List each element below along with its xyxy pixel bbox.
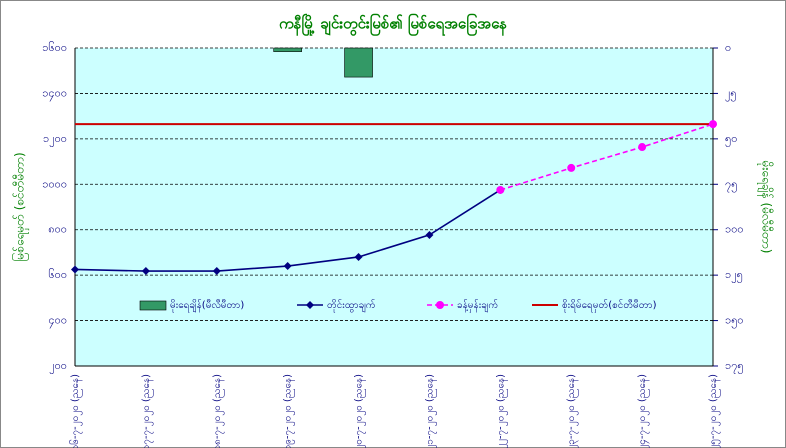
legend-label: စိုးရိမ်ရေမှတ်(စင်တီမီတာ) (562, 298, 657, 313)
x-tick-label: ၂၂-၇-၂၀၂၀ (ညနေ) (495, 374, 508, 448)
y-axis-title: မြစ်ရေမှတ် (စင်တီမီတာ) (11, 152, 30, 261)
y2-tick-label: ၇၅ (725, 177, 737, 192)
line-marker (425, 230, 434, 239)
x-tick-label: ၂၁-၇-၂၀၂၀ (ညနေ) (424, 374, 437, 448)
y-tick-label: ၁၆၀၀ (42, 41, 67, 54)
y2-tick-label: ၀ (725, 41, 731, 54)
y2-tick-label: ၁၀၀ (725, 223, 744, 236)
bar (273, 47, 302, 52)
legend-marker (436, 301, 444, 309)
line-marker (567, 163, 576, 172)
y2-axis-title: မိုးရေချိန် (မီလီမီတာ) (757, 161, 775, 254)
y-tick-label: ၄၀၀ (48, 314, 67, 329)
x-tick-label: ၁၆-၇-၂၀၂၀ (ညနေ) (68, 374, 83, 448)
y2-tick-label: ၅၀ (725, 132, 737, 147)
legend-swatch (139, 300, 167, 311)
y2-tick-label: ၁၂၅ (725, 268, 743, 283)
x-tick-label: ၂၅-၇-၂၀၂၀ (ညနေ) (708, 374, 721, 448)
line-marker (141, 267, 150, 276)
y-tick-label: ၁၄၀၀ (42, 86, 67, 101)
line-marker (212, 267, 221, 276)
y2-tick-label: ၂၅ (725, 86, 737, 101)
line-marker (709, 120, 717, 129)
y2-tick-label: ၁၇၅ (725, 359, 744, 374)
x-tick-label: ၁၉-၇-၂၀၂၀ (ညနေ) (283, 374, 296, 448)
legend-marker (306, 301, 314, 309)
legend-label: မိုးရေချိန်(မီလီမီတာ) (170, 298, 244, 313)
line-marker (283, 262, 292, 271)
y-tick-label: ၂၀၀ (49, 359, 67, 374)
x-tick-label: ၂၃-၇-၂၀၂၀ (ညနေ) (566, 374, 579, 448)
x-tick-label: ၂၀-၇-၂၀၂၀ (ညနေ) (354, 374, 367, 448)
x-tick-label: ၁၇-၇-၂၀၂၀ (ညနေ) (141, 374, 154, 448)
legend-label: တိုင်းထွာချက် (327, 298, 376, 313)
legend-label: ခန့်မှန်းချက် (457, 298, 498, 313)
plot-area (75, 48, 713, 366)
y-tick-label: ၁၂၀၀ (43, 132, 67, 147)
line (500, 123, 714, 191)
y2-tick-label: ၁၅၀ (725, 314, 744, 329)
line-marker (71, 265, 79, 274)
x-tick-label: ၁၈-၇-၂၀၂၀ (ညနေ) (212, 374, 225, 448)
bar (344, 47, 373, 78)
y-tick-label: ၈၀၀ (48, 223, 67, 236)
line-marker (496, 185, 505, 194)
line-marker (354, 252, 363, 261)
y-tick-label: ၆၀၀ (48, 268, 67, 281)
x-tick-label: ၂၄-၇-၂၀၂၀ (ညနေ) (637, 374, 650, 448)
y-tick-label: ၁၀၀၀ (42, 177, 67, 190)
line-marker (638, 143, 647, 152)
